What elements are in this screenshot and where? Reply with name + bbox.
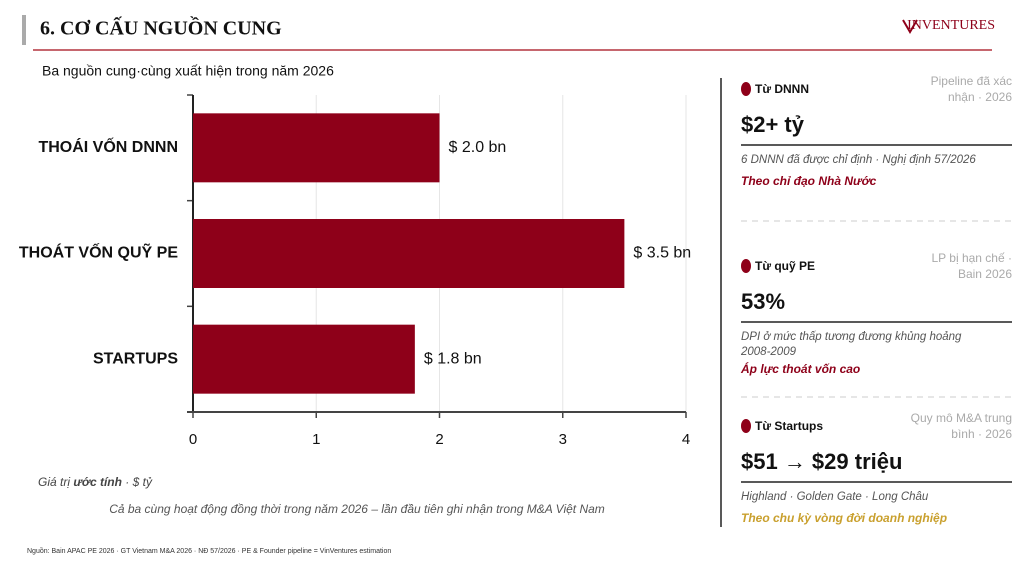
value-label: $ 2.0 bn — [449, 139, 507, 156]
card-desc: Highland · Golden Gate · Long Châu — [741, 491, 929, 503]
bar — [193, 324, 415, 394]
x-tick-label: 4 — [682, 431, 690, 448]
card-note: Quy mô M&A trung — [911, 411, 1012, 425]
note-emphasis: ước tính — [73, 475, 122, 489]
card-highlight: Theo chỉ đạo Nhà Nước — [741, 174, 877, 188]
note-text: Giá trị — [38, 475, 73, 489]
bar — [193, 113, 440, 183]
card-dot — [741, 82, 751, 96]
x-tick-label: 3 — [559, 431, 567, 448]
value-label: $ 3.5 bn — [633, 245, 691, 262]
y-tick-label: THOÁI VỐN DNNN — [38, 136, 178, 156]
card-dot — [741, 259, 751, 273]
note-text: · $ tỷ — [122, 475, 153, 489]
footer: Cả ba cùng hoạt động đồng thời trong năm… — [109, 502, 605, 516]
x-tick-label: 0 — [189, 431, 197, 448]
card: Từ Startups Quy mô M&A trung bình · 2026 $5… — [741, 411, 1012, 525]
card-highlight: Theo chu kỳ vòng đời doanh nghiệp — [741, 511, 947, 525]
card-label: Từ quỹ PE — [755, 259, 815, 273]
card: Từ DNNN Pipeline đã xác nhận · 2026 $2+ tỷ 6… — [741, 74, 1012, 222]
value-label: $ 1.8 bn — [424, 350, 482, 367]
logo-icon — [902, 19, 918, 34]
source: Nguồn: Bain APAC PE 2026 · GT Vietnam M&… — [27, 546, 391, 555]
card-note: nhận · 2026 — [948, 90, 1012, 104]
card: Từ quỹ PE LP bị hạn chế · Bain 2026 53% DPI … — [740, 251, 1012, 398]
card-note: bình · 2026 — [951, 427, 1012, 441]
card-note: Pipeline đã xác — [931, 74, 1012, 88]
note: Giá trị ước tính · $ tỷ — [38, 475, 153, 489]
bar — [193, 219, 625, 288]
card-value: $51 → $29 triệu — [741, 449, 902, 474]
card-note: Bain 2026 — [958, 267, 1012, 281]
x-tick-label: 2 — [435, 431, 443, 448]
chart-subtitle: Ba nguồn cung·cùng xuất hiện trong năm 2… — [42, 63, 334, 79]
card-dot — [741, 419, 751, 433]
y-tick-label: STARTUPS — [93, 350, 178, 367]
title-accent — [22, 15, 26, 45]
x-tick-label: 1 — [312, 431, 320, 448]
y-tick-label: THOÁT VỐN QUỸ PE — [19, 242, 178, 262]
card-note: LP bị hạn chế · — [931, 251, 1012, 265]
card-highlight: Áp lực thoát vốn cao — [740, 361, 860, 376]
card-desc: 6 DNNN đã được chỉ định · Nghị định 57/2… — [741, 154, 976, 166]
card-label: Từ DNNN — [755, 82, 809, 96]
logo: INVENTURES — [907, 18, 995, 33]
card-label: Từ Startups — [755, 419, 823, 433]
card-desc: 2008-2009 — [740, 346, 797, 358]
card-desc: DPI ở mức thấp tương đương khủng hoảng — [741, 331, 962, 343]
slide-title: 6. CƠ CẤU NGUỒN CUNG — [40, 16, 282, 40]
card-value: 53% — [741, 289, 785, 314]
card-value: $2+ tỷ — [741, 112, 805, 137]
